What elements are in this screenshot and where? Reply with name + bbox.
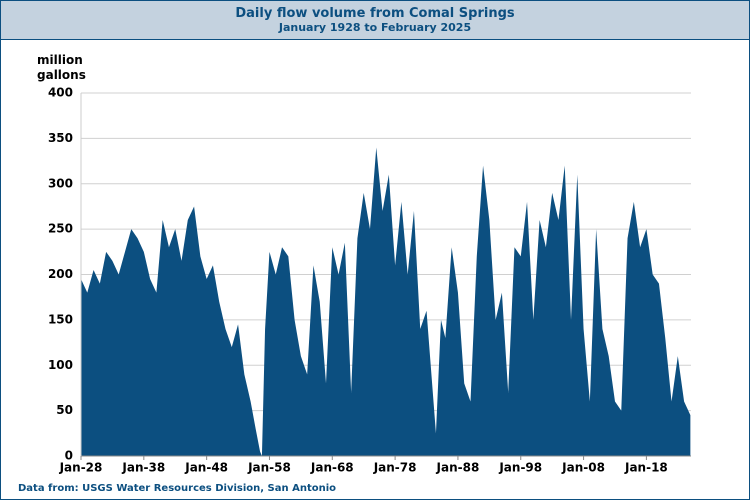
y-tick-label: 350 xyxy=(48,131,73,145)
y-tick-label: 0 xyxy=(65,449,73,463)
chart-title: Daily flow volume from Comal Springs xyxy=(235,6,515,21)
x-tick-label: Jan-28 xyxy=(59,461,103,475)
x-tick-label: Jan-98 xyxy=(498,461,542,475)
y-tick-label: 150 xyxy=(48,312,73,326)
x-tick-label: Jan-78 xyxy=(373,461,417,475)
chart-subtitle: January 1928 to February 2025 xyxy=(278,21,472,34)
x-tick-label: Jan-88 xyxy=(436,461,480,475)
x-tick-label: Jan-18 xyxy=(624,461,668,475)
y-tick-label: 50 xyxy=(56,403,73,417)
x-tick-label: Jan-48 xyxy=(184,461,228,475)
y-tick-label: 200 xyxy=(48,267,73,281)
x-tick-label: Jan-68 xyxy=(310,461,354,475)
header: Daily flow volume from Comal Springs Jan… xyxy=(1,1,749,40)
x-tick-label: Jan-38 xyxy=(121,461,165,475)
source-note: Data from: USGS Water Resources Division… xyxy=(18,483,337,494)
y-tick-label: 300 xyxy=(48,176,73,190)
y-axis-label: million gallons xyxy=(37,53,86,82)
y-tick-label: 100 xyxy=(48,358,73,372)
y-tick-label: 400 xyxy=(48,86,73,100)
x-tick-label: Jan-08 xyxy=(561,461,605,475)
x-tick-label: Jan-58 xyxy=(247,461,291,475)
y-tick-label: 250 xyxy=(48,222,73,236)
flow-area xyxy=(81,147,691,456)
